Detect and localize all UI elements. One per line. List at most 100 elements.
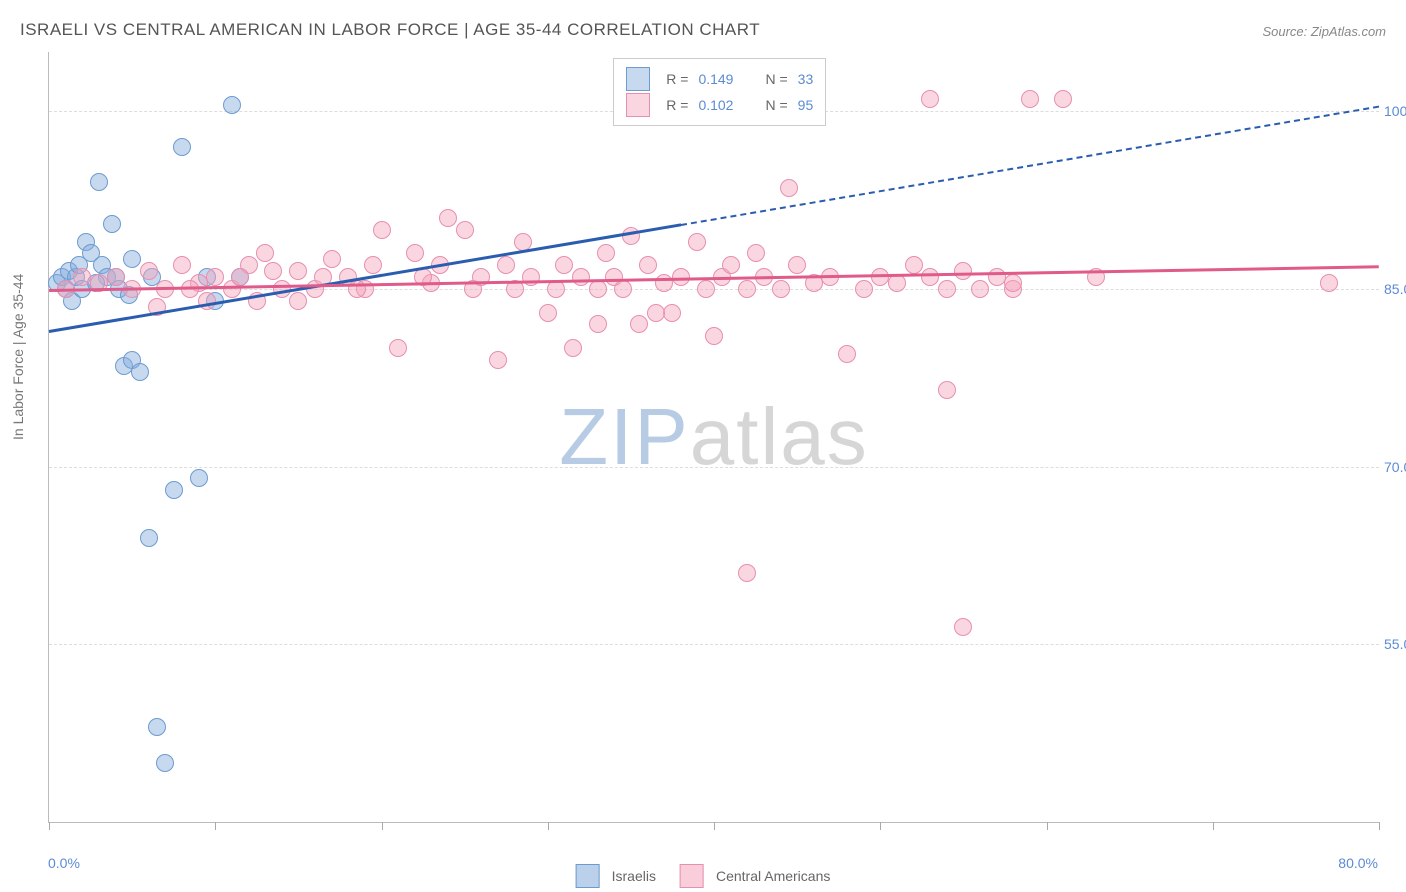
gridline: [49, 644, 1379, 645]
data-point: [954, 262, 972, 280]
watermark-post: atlas: [690, 392, 869, 481]
data-point: [597, 244, 615, 262]
legend-n-label: N =: [765, 71, 787, 87]
data-point: [223, 96, 241, 114]
legend-r-label: R =: [666, 71, 688, 87]
legend-r-value: 0.149: [698, 71, 733, 87]
watermark: ZIPatlas: [559, 391, 868, 483]
x-axis-min-label: 0.0%: [48, 855, 80, 871]
legend-bottom: Israelis Central Americans: [576, 864, 831, 888]
x-tick: [215, 822, 216, 830]
data-point: [256, 244, 274, 262]
data-point: [206, 268, 224, 286]
data-point: [738, 280, 756, 298]
data-point: [780, 179, 798, 197]
data-point: [639, 256, 657, 274]
x-tick: [1213, 822, 1214, 830]
legend-n-value: 33: [798, 71, 814, 87]
data-point: [323, 250, 341, 268]
data-point: [921, 90, 939, 108]
data-point: [140, 262, 158, 280]
legend-swatch: [680, 864, 704, 888]
data-point: [738, 564, 756, 582]
data-point: [663, 304, 681, 322]
data-point: [655, 274, 673, 292]
data-point: [589, 315, 607, 333]
data-point: [564, 339, 582, 357]
data-point: [539, 304, 557, 322]
legend-r-value: 0.102: [698, 97, 733, 113]
data-point: [173, 256, 191, 274]
data-point: [938, 381, 956, 399]
data-point: [73, 268, 91, 286]
gridline: [49, 467, 1379, 468]
data-point: [555, 256, 573, 274]
data-point: [954, 618, 972, 636]
data-point: [589, 280, 607, 298]
legend-label: Central Americans: [716, 868, 830, 884]
data-point: [289, 262, 307, 280]
legend-label: Israelis: [612, 868, 656, 884]
data-point: [156, 754, 174, 772]
data-point: [364, 256, 382, 274]
legend-row: R = 0.102 N = 95: [626, 93, 813, 117]
data-point: [439, 209, 457, 227]
legend-swatch: [576, 864, 600, 888]
legend-swatch: [626, 93, 650, 117]
y-tick-label: 85.0%: [1384, 281, 1406, 297]
data-point: [456, 221, 474, 239]
data-point: [688, 233, 706, 251]
data-point: [647, 304, 665, 322]
data-point: [373, 221, 391, 239]
y-tick-label: 55.0%: [1384, 636, 1406, 652]
data-point: [1004, 274, 1022, 292]
data-point: [705, 327, 723, 345]
data-point: [747, 244, 765, 262]
legend-n-value: 95: [798, 97, 814, 113]
data-point: [406, 244, 424, 262]
correlation-legend: R = 0.149 N = 33 R = 0.102 N = 95: [613, 58, 826, 126]
x-tick: [1047, 822, 1048, 830]
data-point: [572, 268, 590, 286]
x-tick: [1379, 822, 1380, 830]
data-point: [148, 718, 166, 736]
data-point: [140, 529, 158, 547]
data-point: [103, 215, 121, 233]
x-tick: [548, 822, 549, 830]
data-point: [988, 268, 1006, 286]
data-point: [697, 280, 715, 298]
data-point: [1320, 274, 1338, 292]
chart-title: ISRAELI VS CENTRAL AMERICAN IN LABOR FOR…: [20, 20, 760, 40]
data-point: [497, 256, 515, 274]
data-point: [971, 280, 989, 298]
data-point: [190, 469, 208, 487]
data-point: [905, 256, 923, 274]
x-tick: [49, 822, 50, 830]
data-point: [788, 256, 806, 274]
legend-n-label: N =: [765, 97, 787, 113]
data-point: [722, 256, 740, 274]
data-point: [938, 280, 956, 298]
data-point: [921, 268, 939, 286]
legend-swatch: [626, 67, 650, 91]
data-point: [389, 339, 407, 357]
data-point: [772, 280, 790, 298]
data-point: [614, 280, 632, 298]
data-point: [289, 292, 307, 310]
watermark-pre: ZIP: [559, 392, 689, 481]
data-point: [165, 481, 183, 499]
data-point: [855, 280, 873, 298]
x-axis-max-label: 80.0%: [1338, 855, 1378, 871]
data-point: [131, 363, 149, 381]
data-point: [1021, 90, 1039, 108]
y-tick-label: 70.0%: [1384, 459, 1406, 475]
data-point: [107, 268, 125, 286]
x-tick: [382, 822, 383, 830]
y-tick-label: 100.0%: [1384, 103, 1406, 119]
data-point: [231, 268, 249, 286]
legend-r-label: R =: [666, 97, 688, 113]
data-point: [123, 250, 141, 268]
plot-area: ZIPatlas 55.0%70.0%85.0%100.0%: [48, 52, 1379, 823]
data-point: [264, 262, 282, 280]
legend-row: R = 0.149 N = 33: [626, 67, 813, 91]
